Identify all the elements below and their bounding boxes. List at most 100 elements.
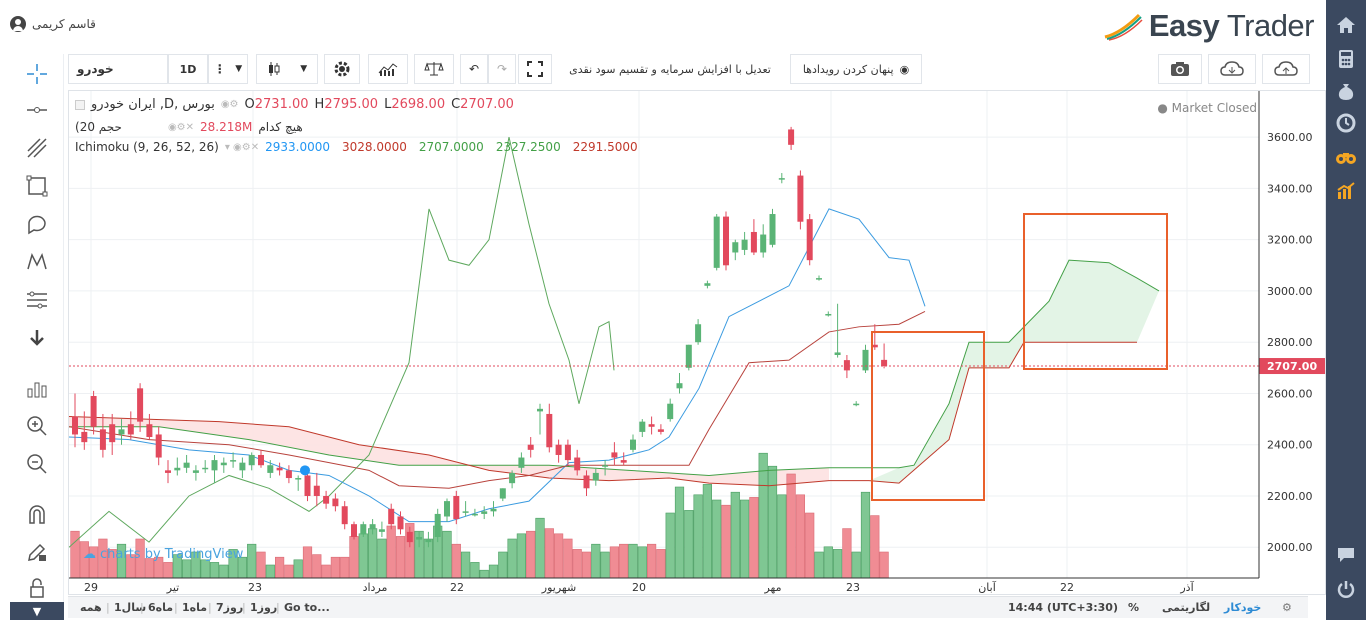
candle-body [611,452,618,458]
dividend-adjust-toggle[interactable]: تعدیل با افزایش سرمایه و تقسیم سود نقدی [554,54,786,84]
volume-bar [293,559,303,579]
indicators-button[interactable] [368,54,408,84]
annotation-tool[interactable] [23,210,51,238]
time-tick-label: مرداد [363,581,388,594]
chevron-down-icon: ▼ [300,64,308,74]
volume-bar [163,562,173,579]
auto-scale-toggle[interactable]: خودکار [1224,601,1262,614]
expand-toolbar-button[interactable]: ▼ [10,602,64,620]
magnet-tool[interactable] [23,500,51,528]
fullscreen-button[interactable] [518,54,552,84]
candle-body [109,424,116,443]
candle-body [462,511,469,513]
fib-tool[interactable] [23,286,51,314]
volume-bar [395,536,406,579]
volume-bar [777,494,787,579]
tenkan-sen-line [69,208,926,523]
volume-settings-icon[interactable]: ◉⚙✕ [167,121,195,133]
interval-button[interactable]: 1D [168,54,208,84]
pattern-tool[interactable] [23,248,51,276]
volume-bar [553,533,564,579]
bottom-settings-icon[interactable]: ⚙ [1282,601,1292,614]
compare-button[interactable] [414,54,454,84]
redo-button[interactable]: ↷ [488,54,516,84]
volume-value: 28.218M [200,120,253,134]
percent-toggle[interactable]: % [1128,601,1140,614]
crosshair-tool[interactable] [23,60,51,88]
candle-body [760,234,767,253]
candle-body [602,465,609,467]
chart-toolbar: خودرو 1D ⋮ ▼ ▼ ↶ ↷ تعدیل با افزایش سرمایه… [68,54,1318,84]
user-menu[interactable]: قاسم کریمی [10,16,96,32]
high-label: H [314,97,325,112]
lock-icon [30,578,44,598]
price-chart[interactable]: 2707.00 3600.00 3400.00 3200.00 3000.00 2800… [69,91,1325,594]
save-cloud-button[interactable] [1262,54,1310,84]
volume-bar [581,551,592,579]
binoculars-icon[interactable] [1326,142,1366,172]
candle-body [825,313,832,316]
candles-icon [268,62,280,76]
tradingview-watermark[interactable]: ☁ charts by TradingView [83,547,243,562]
zoom-out-tool[interactable] [23,450,51,478]
volume-bar [739,499,750,579]
range-button[interactable]: 1روز [250,601,278,614]
chart-type-button[interactable]: ▼ [256,54,318,84]
chart-area[interactable]: 2707.00 3600.00 3400.00 3200.00 3000.00 2800… [68,90,1326,595]
range-button[interactable]: 7روز [216,601,244,614]
pitchfork-tool[interactable] [23,134,51,162]
candle-body [351,524,357,537]
arrow-tool[interactable] [23,324,51,352]
candle-body [555,444,562,455]
ichimoku-value: 2933.0000 [265,140,330,154]
camera-icon [1171,62,1189,76]
kijun-sen-line [69,310,926,489]
symbol-input[interactable]: خودرو [68,54,168,84]
chart-bars-icon[interactable] [1326,176,1366,206]
candles [72,126,888,548]
calculator-icon[interactable] [1326,44,1366,74]
symbol-text: خودرو [77,62,114,76]
history-icon[interactable] [1326,108,1366,138]
ichimoku-settings-icon[interactable]: ▾ ◉⚙✕ [224,141,260,153]
collapse-legend-icon[interactable] [75,99,85,110]
money-bag-icon[interactable] [1326,76,1366,106]
volume-bar [786,473,796,579]
rectangle-tool[interactable] [23,172,51,200]
interval-menu[interactable]: ⋮ ▼ [208,54,248,84]
screenshot-button[interactable] [1158,54,1202,84]
trendline-tool[interactable] [23,96,51,124]
range-button[interactable]: 1ماه [182,601,208,614]
range-button[interactable]: 6ماه [148,601,174,614]
load-cloud-button[interactable] [1208,54,1256,84]
lock-tool[interactable] [23,574,51,602]
zoom-in-tool[interactable] [23,412,51,440]
power-icon[interactable] [1326,574,1366,604]
legend-eye-icon[interactable]: ◉⚙ [220,99,239,110]
range-button[interactable]: Go to... [284,601,330,614]
log-toggle[interactable]: لگاریتمی [1162,601,1211,614]
senkou-span-b-line [69,341,1137,487]
candle-body [406,531,413,543]
volume-bar [619,543,629,579]
chat-icon[interactable] [1326,540,1366,570]
gear-icon [334,61,350,77]
settings-button[interactable] [324,54,360,84]
hide-events-button[interactable]: پنهان کردن رویدادها ◉ [790,54,922,84]
hide-events-label: پنهان کردن رویدادها [802,62,894,76]
measure-tool[interactable] [23,374,51,402]
range-divider: | [174,601,178,614]
time-tick-label: 23 [846,581,860,594]
range-button[interactable]: همه [80,601,102,614]
home-icon[interactable] [1326,10,1366,40]
candle-body [230,460,237,462]
drawn-rectangle [1023,213,1168,370]
candle-body [620,460,627,463]
range-button[interactable]: 1سال [114,601,147,614]
logo-swoosh-icon [1104,13,1143,41]
range-divider: | [242,601,246,614]
undo-button[interactable]: ↶ [460,54,488,84]
candle-body [741,239,748,250]
lock-drawing-tool[interactable] [23,538,51,566]
candle-body [285,470,292,479]
